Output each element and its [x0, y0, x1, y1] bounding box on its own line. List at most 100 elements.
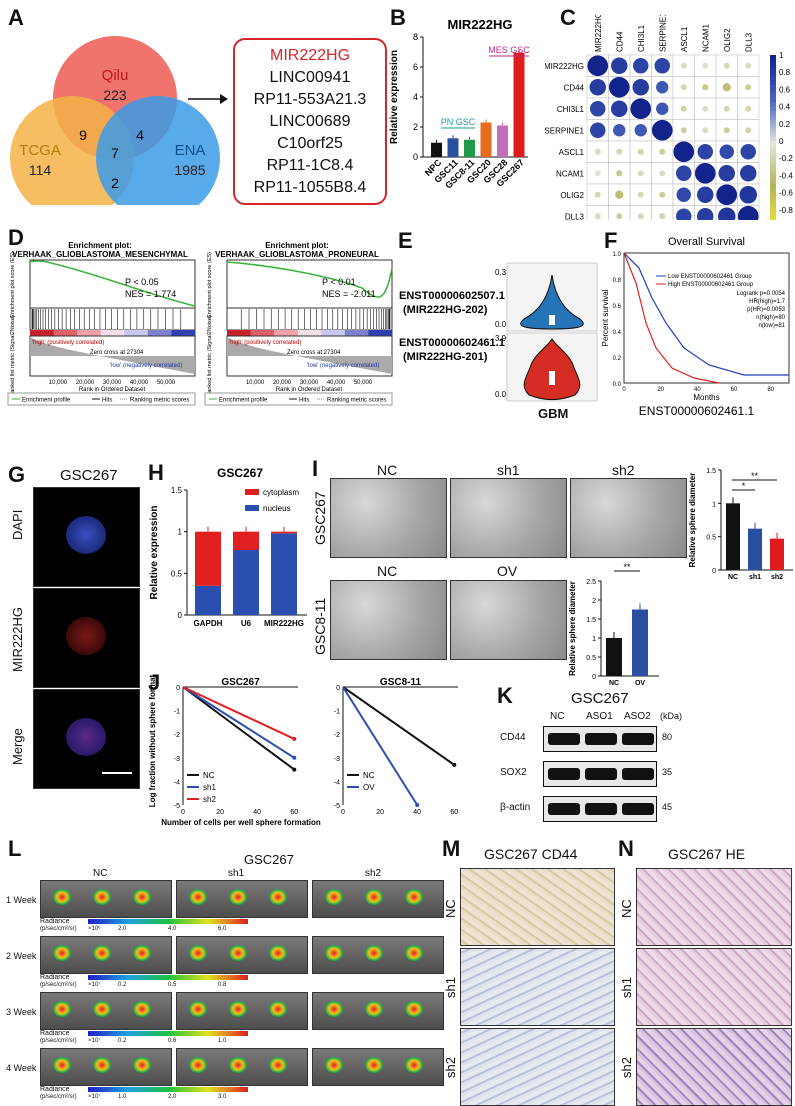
micrograph-dapi	[33, 487, 140, 587]
gene-list: MIR222HG LINC00941 RP11-553A21.3 LINC00689 C…	[235, 40, 385, 199]
heatmap-row-label: CD44	[564, 83, 585, 92]
colorbar-tick: 0.8	[779, 68, 791, 77]
radiance-exponent: ×10⁷	[88, 1038, 101, 1044]
y-tick-label: 0.5	[706, 535, 716, 542]
panel-label-a: A	[8, 5, 24, 30]
gsea-p-value: P < 0.05	[125, 277, 159, 287]
ld-ylabel: Log fraction without sphere formation	[148, 675, 157, 807]
heatmap-dot	[659, 191, 666, 198]
rank-gradient	[100, 330, 125, 336]
rank-gradient	[250, 330, 275, 336]
survival-high-line	[623, 252, 720, 384]
heatmap-row-label: OLIG2	[560, 191, 584, 200]
gsea-high-label: 'high' (positively correlated)	[229, 340, 301, 346]
n-row-sh1: sh1	[619, 977, 634, 998]
colorbar-segment	[770, 123, 776, 129]
rank-gradient	[171, 330, 196, 336]
gsea-low-label: 'low' (negatively correlated)	[307, 363, 379, 369]
ivis-signal	[269, 889, 287, 905]
ld-line	[342, 686, 419, 806]
ivis-image	[176, 880, 308, 918]
heatmap-dot	[702, 105, 709, 112]
colorbar-segment	[770, 119, 776, 125]
ivis-image	[40, 992, 172, 1030]
y-tick-label: -3	[334, 756, 340, 763]
survival-subtitle: ENST00000602461.1	[639, 404, 755, 418]
heatmap-dot	[745, 84, 752, 91]
colorbar-segment	[770, 175, 776, 181]
heatmap-dot	[630, 98, 652, 120]
y-tick-label: 0.4	[613, 330, 622, 336]
survival-low-line	[623, 252, 789, 376]
heatmap-dot	[608, 76, 630, 98]
y-tick-label: 0.6	[613, 304, 622, 310]
gsea-legend-item: Enrichment profile	[22, 398, 71, 404]
colorbar-segment	[770, 132, 776, 138]
ivis-image	[176, 1048, 308, 1086]
heatmap-dot	[680, 105, 687, 112]
heatmap-dot	[745, 127, 752, 134]
blot-band	[622, 803, 654, 815]
bar-nucleus	[195, 585, 221, 615]
heatmap-dot	[637, 213, 644, 220]
rank-gradient	[368, 330, 393, 336]
gsea-legend-item: Ranking metric scores	[130, 398, 189, 404]
panel-label-e: E	[398, 228, 413, 253]
radiance-tick: 2.0	[118, 926, 127, 932]
i-row-gsc267: GSC267	[312, 491, 328, 545]
bar	[497, 125, 508, 157]
blot-kda-value: 80	[662, 732, 673, 742]
l-col-sh2: sh2	[365, 868, 382, 879]
legend-swatch	[245, 489, 259, 495]
ihc-image-sh2	[460, 1028, 615, 1106]
gsea-x-tick: 30,000	[300, 380, 319, 386]
colorbar-segment	[770, 141, 776, 146]
ivis-signal	[325, 889, 343, 905]
violin-bottom-min: 0.0	[495, 390, 507, 399]
sphere-image-nc-2	[330, 580, 447, 660]
blot-kda-value: 45	[662, 802, 673, 812]
violin-xlabel: GBM	[538, 406, 569, 421]
micrograph-mir222hg	[33, 588, 140, 688]
radiance-exponent: ×10⁷	[88, 1094, 101, 1100]
ivis-signal	[229, 889, 247, 905]
colorbar-segment	[770, 205, 776, 211]
gsea-legend-item: Hits	[102, 398, 112, 404]
x-tick-label: 0	[181, 809, 185, 816]
y-tick-label: -2	[334, 732, 340, 739]
gsea-es-label: Enrichment plot score (ES)	[10, 252, 16, 318]
bar-nucleus	[233, 550, 259, 615]
heatmap-dot	[716, 184, 738, 206]
chart-title: MIR222HG	[447, 17, 512, 32]
heatmap-dot	[589, 78, 607, 96]
ivis-signal	[133, 1057, 151, 1073]
colorbar-tick: -0.8	[779, 206, 793, 215]
y-tick-label: 0	[592, 674, 596, 681]
heatmap-dot	[656, 102, 669, 115]
y-tick-label: 1.5	[706, 468, 716, 475]
heatmap-dot	[616, 148, 623, 155]
n-row-sh2: sh2	[619, 1057, 634, 1078]
venn-ena-name: ENA	[175, 142, 206, 159]
x-tick-label: 60	[290, 809, 298, 816]
ivis-week-label: 4 Week	[6, 1063, 37, 1073]
blot-kda-value: 35	[662, 767, 673, 777]
m-title: GSC267 CD44	[484, 846, 578, 862]
l-title: GSC267	[244, 852, 294, 867]
heatmap-dot	[702, 84, 709, 91]
blot-protein-label: SOX2	[500, 767, 527, 778]
radiance-tick: 6.0	[218, 926, 227, 932]
ivis-signal	[365, 889, 383, 905]
venn-ena-count: 1985	[174, 162, 205, 178]
y-tick-label: -5	[334, 803, 340, 810]
ivis-signal	[189, 1001, 207, 1017]
y-tick-label: -1	[334, 709, 340, 716]
ld-legend: sh1	[203, 783, 216, 792]
y-tick-label: 0.5	[171, 569, 183, 578]
y-tick-label: 2	[413, 122, 418, 132]
heatmap-dot	[613, 124, 626, 137]
colorbar-tick: 0.6	[779, 85, 791, 94]
sphere-image-nc	[330, 478, 447, 558]
heatmap-dot	[745, 105, 752, 112]
